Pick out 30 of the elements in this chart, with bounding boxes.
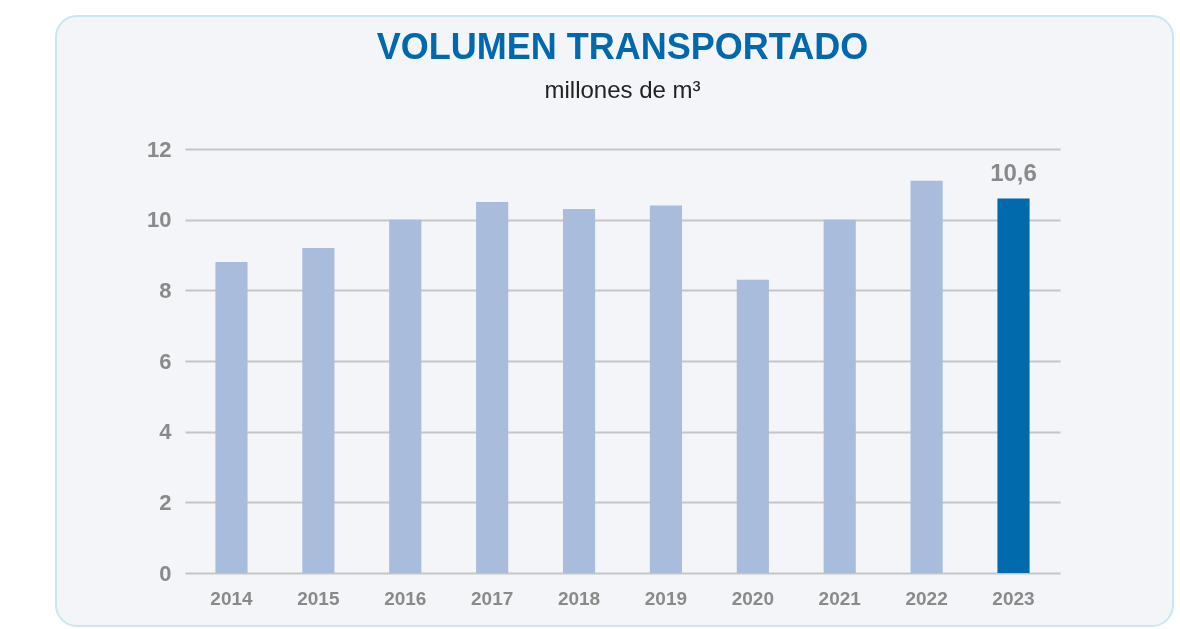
bar xyxy=(302,247,335,573)
bar xyxy=(736,279,769,573)
data-label: 10,6 xyxy=(990,159,1037,187)
y-tick-label: 4 xyxy=(159,419,173,445)
y-tick-label: 0 xyxy=(159,560,172,586)
y-tick-label: 10 xyxy=(147,207,172,233)
bar xyxy=(562,209,596,573)
y-tick-label: 6 xyxy=(159,348,172,374)
y-tick-label: 8 xyxy=(159,277,172,303)
bar xyxy=(215,262,248,573)
x-tick-label: 2015 xyxy=(297,587,340,609)
bar xyxy=(649,205,683,573)
x-tick-label: 2021 xyxy=(818,587,862,609)
bar xyxy=(910,180,943,573)
chart-title: VOLUMEN TRANSPORTADO xyxy=(376,26,869,67)
bar xyxy=(389,219,422,573)
bar xyxy=(823,219,856,573)
y-tick-label: 2 xyxy=(159,489,172,515)
x-tick-label: 2023 xyxy=(992,587,1035,609)
x-tick-label: 2014 xyxy=(210,587,254,609)
bar xyxy=(476,202,509,573)
bar xyxy=(997,198,1030,573)
x-tick-label: 2022 xyxy=(905,587,948,609)
chart-subtitle: millones de m³ xyxy=(544,76,701,103)
x-tick-label: 2016 xyxy=(384,587,427,609)
x-tick-label: 2018 xyxy=(557,587,601,609)
y-tick-label: 12 xyxy=(147,136,172,162)
x-tick-label: 2020 xyxy=(731,587,774,609)
x-tick-label: 2017 xyxy=(471,587,514,609)
x-tick-label: 2019 xyxy=(644,587,688,609)
